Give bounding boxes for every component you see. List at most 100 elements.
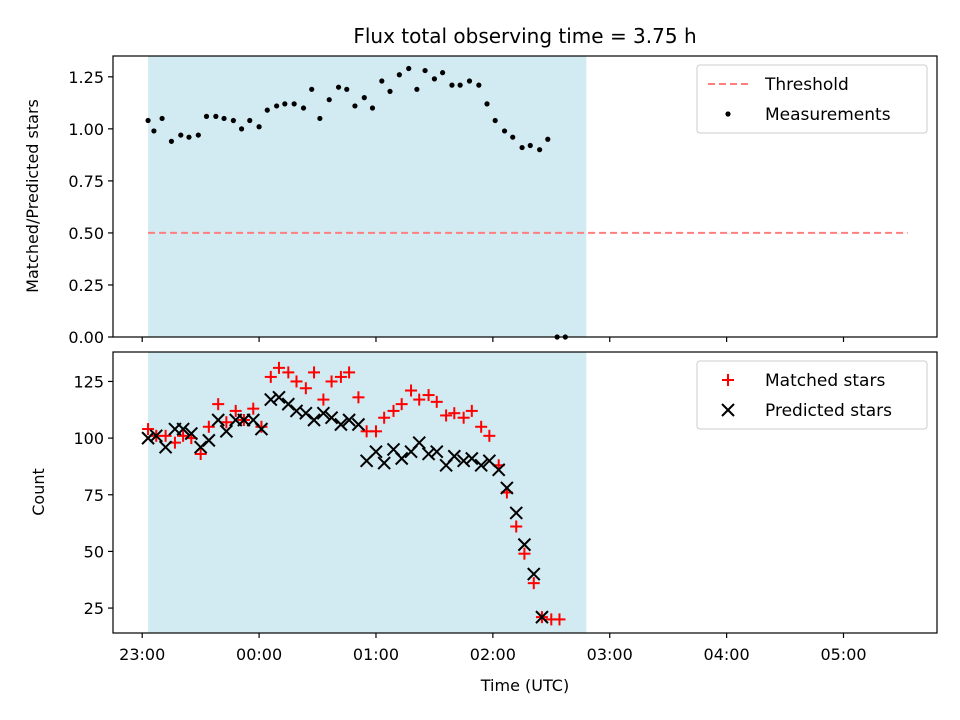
x-tick-label: 01:00 (353, 645, 399, 664)
legend-measurements-label: Measurements (765, 105, 891, 125)
matched-star-point (440, 409, 453, 422)
predicted-star-point (316, 406, 331, 420)
measurement-point (352, 103, 358, 109)
matched-star-point (343, 366, 356, 379)
measurement-point (457, 82, 463, 88)
matched-star-point (387, 404, 400, 417)
observing-span-shade-top (148, 56, 587, 337)
matched-star-point (352, 391, 365, 404)
measurement-point (510, 134, 516, 140)
matched-star-point (395, 398, 408, 411)
chart-title: Flux total observing time = 3.75 h (353, 24, 696, 48)
measurement-point (151, 128, 157, 134)
predicted-star-point (307, 413, 321, 427)
measurement-point (476, 82, 482, 88)
y-tick-label: 1.25 (68, 68, 104, 87)
top-y-axis-label: Matched/Predicted stars (23, 99, 42, 293)
matched-star-point (475, 420, 488, 433)
measurement-point (300, 105, 307, 111)
top-x-ticks (141, 337, 845, 342)
predicted-star-point (421, 447, 436, 461)
measurement-point (291, 101, 297, 107)
predicted-star-point (158, 440, 173, 454)
matched-star-point (290, 375, 303, 388)
x-tick-label: 00:00 (236, 645, 282, 664)
predicted-star-point (184, 426, 199, 441)
measurement-point (414, 86, 420, 92)
x-axis-label: Time (UTC) (480, 676, 569, 695)
y-tick-label: 0.00 (68, 328, 104, 347)
matched-star-point (159, 429, 172, 442)
y-tick-label: 1.00 (68, 120, 104, 139)
x-tick-label: 04:00 (704, 645, 750, 664)
top-legend: Threshold Measurements (696, 64, 928, 134)
bottom-panel: 25 50 75 100 125 23:00 00:00 01:00 02:00 03:00 04… (29, 351, 938, 695)
legend-measurements-swatch (725, 111, 731, 117)
measurement-point (344, 86, 350, 92)
measurement-point (537, 147, 543, 153)
matched-star-point (378, 411, 391, 424)
top-panel-frame (112, 55, 938, 338)
measurement-point (247, 117, 253, 124)
matched-stars-points (142, 361, 566, 626)
matched-star-point (177, 429, 190, 442)
matched-star-point (142, 423, 155, 436)
predicted-star-point (334, 417, 348, 432)
measurement-point (282, 101, 288, 107)
matched-star-point (247, 402, 260, 415)
bottom-panel-frame (112, 351, 938, 634)
matched-star-point (308, 366, 321, 379)
measurement-point (317, 115, 323, 122)
y-tick-label: 75 (84, 486, 104, 505)
measurement-point (178, 132, 184, 138)
matched-star-point (202, 420, 215, 433)
predicted-star-point (517, 537, 532, 552)
matched-star-point (553, 613, 566, 626)
predicted-star-point (535, 610, 549, 624)
matched-star-point (422, 389, 435, 402)
bottom-x-ticks: 23:00 00:00 01:00 02:00 03:00 04:00 05:00 (119, 633, 867, 664)
predicted-star-point (219, 424, 234, 439)
y-tick-label: 25 (84, 599, 104, 618)
measurement-points (145, 65, 568, 340)
matched-star-point (264, 370, 277, 383)
measurement-point (309, 86, 315, 92)
predicted-star-point (527, 567, 541, 581)
measurement-point (387, 88, 393, 94)
measurement-point (361, 95, 367, 101)
measurement-point (519, 144, 525, 151)
top-legend-box (696, 64, 928, 134)
legend-threshold-label: Threshold (764, 75, 849, 95)
bottom-legend-box (696, 360, 928, 430)
matched-star-point (299, 382, 312, 395)
matched-star-point (518, 547, 531, 560)
matched-star-point (465, 404, 478, 417)
predicted-star-point (264, 392, 278, 407)
predicted-star-point (500, 481, 514, 495)
bottom-legend: Matched stars Predicted stars (696, 360, 928, 430)
measurement-point (335, 84, 342, 90)
measurement-point (168, 138, 175, 144)
matched-star-point (272, 361, 285, 374)
predicted-star-point (149, 429, 163, 443)
y-tick-label: 50 (84, 542, 104, 561)
predicted-stars-points (141, 390, 549, 624)
y-tick-label: 0.50 (68, 224, 104, 243)
matched-star-point (220, 416, 233, 429)
top-panel: 0.00 0.25 0.50 0.75 1.00 1.25 Matched/Predict… (23, 55, 938, 347)
matched-star-point (212, 398, 225, 411)
measurement-point (396, 72, 402, 78)
legend-matched-label: Matched stars (765, 371, 885, 391)
measurement-point (501, 128, 508, 134)
bottom-y-axis-label: Count (29, 468, 48, 516)
legend-predicted-swatch (721, 403, 735, 417)
matched-star-point (448, 407, 461, 420)
measurement-point (221, 115, 227, 122)
predicted-star-point (342, 413, 356, 427)
predicted-star-point (202, 433, 216, 448)
measurement-point (527, 142, 533, 149)
measurement-point (492, 117, 498, 124)
measurement-point (256, 124, 262, 130)
measurement-point (264, 107, 270, 113)
matched-star-point (334, 370, 347, 383)
